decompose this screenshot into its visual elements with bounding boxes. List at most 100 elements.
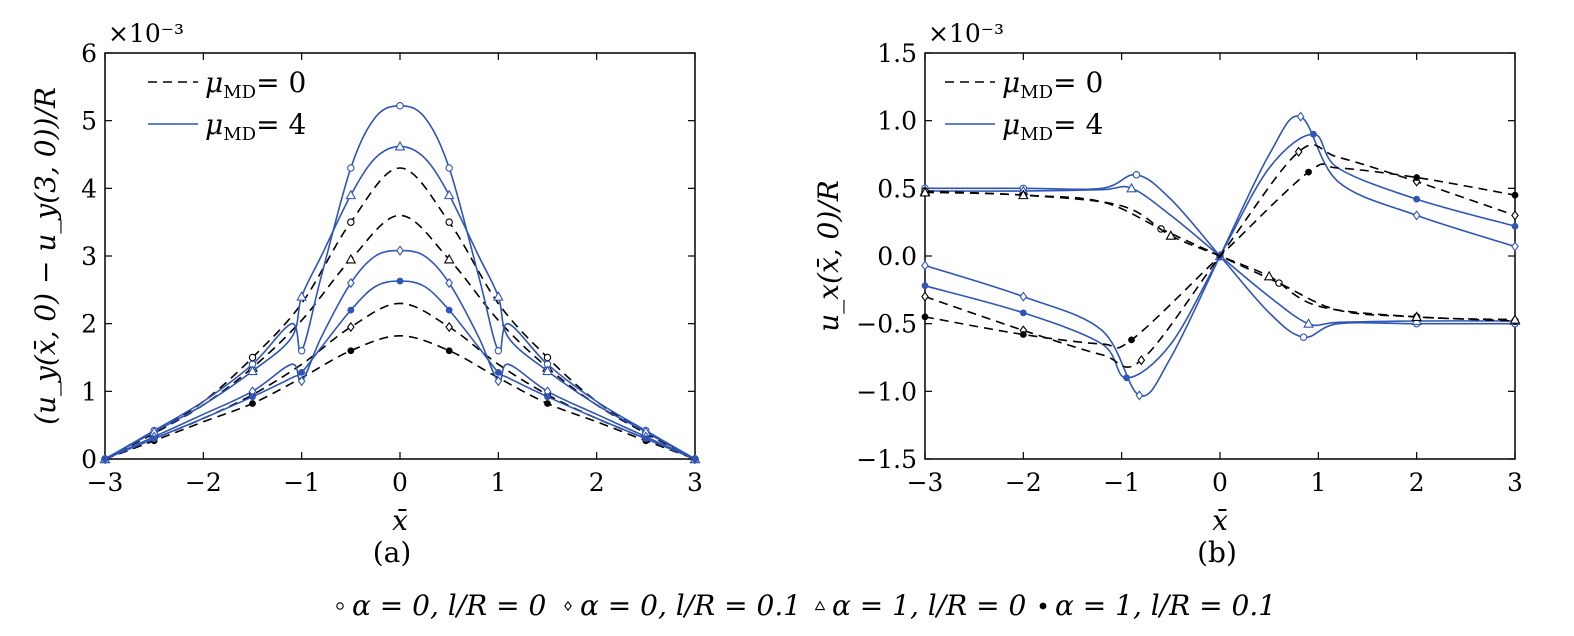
series-point-a-6-9: [396, 245, 404, 256]
series-point-a-0-3: [248, 353, 257, 362]
series-point-a-5-7: [345, 189, 357, 200]
series-point-b-6-5: [1294, 146, 1303, 157]
series-point-b-6-0: [921, 291, 929, 302]
series-point-b-5-1: [1017, 189, 1029, 200]
series-point-b-3-9: [1413, 195, 1421, 203]
marker-legend-diamond-label: α = 0, l/R = 0.1: [580, 589, 801, 622]
series-point-a-3-3: [249, 400, 256, 407]
xtick-label-b-2: −1: [1103, 468, 1140, 497]
xtick-label-a-4: 1: [490, 468, 506, 497]
ytick-label-b-0: −1.5: [856, 445, 917, 474]
series-point-a-7-3: [249, 393, 256, 401]
ytick-label-b-1: −1.0: [856, 377, 917, 406]
series-point-a-7-13: [494, 368, 502, 376]
x-label-a: x̄: [392, 504, 408, 537]
series-point-b-7-8: [1511, 191, 1519, 199]
yticks-a: 0 1 2 3 4 5 6: [81, 39, 695, 474]
panel-a: −3 −2 −1 0 1 2 3 0 1 2 3 4 5 6 ×10⁻³ x̄ (u_y(x̄, 0) …: [29, 19, 703, 569]
legend-b-mu0-symbol: μ: [1002, 66, 1020, 99]
xtick-label-a-0: −3: [87, 468, 124, 497]
series-b: [919, 111, 1521, 401]
xtick-label-a-3: 0: [392, 468, 408, 497]
series-point-b-3-7: [1310, 130, 1317, 138]
legend-b-mu0-value: = 0: [1053, 66, 1103, 99]
marker-legend-circle-symbol: [336, 602, 344, 610]
marker-legend-star: [1039, 602, 1047, 610]
marker-legend-diamond-symbol: [564, 600, 572, 612]
ytick-label-b-6: 1.5: [877, 39, 917, 68]
marker-legend-star-label: α = 1, l/R = 0.1: [1055, 589, 1276, 622]
series-point-b-6-3: [1137, 355, 1146, 366]
marker-legend-triangle: [814, 600, 826, 611]
caption-b: (b): [1197, 536, 1237, 569]
series-point-a-4-9: [396, 102, 404, 110]
series-point-a-1-7: [443, 253, 455, 264]
series-point-b-3-3: [1123, 374, 1130, 382]
marker-legend-diamond: [564, 600, 572, 612]
ytick-label-a-1: 1: [81, 377, 97, 406]
series-point-b-2-3: [1135, 390, 1144, 401]
xticks-b: −3 −2 −1 0 1 2 3: [907, 53, 1523, 497]
series-point-b-5-7: [1411, 311, 1423, 321]
series-point-b-3-10: [1511, 222, 1519, 230]
xtick-label-b-6: 3: [1507, 468, 1523, 497]
xticks-a: −3 −2 −1 0 1 2 3: [87, 53, 703, 497]
series-line-b-7: [924, 163, 1516, 349]
xtick-label-a-1: −2: [185, 468, 222, 497]
legend-a-mu4-sub: MD: [223, 124, 256, 145]
series-point-a-5-15: [542, 365, 553, 376]
xtick-label-b-5: 2: [1409, 468, 1425, 497]
series-point-b-6-8: [1511, 210, 1519, 221]
xtick-label-a-2: −1: [283, 468, 320, 497]
series-point-a-6-7: [346, 277, 355, 289]
ytick-label-a-5: 5: [81, 107, 97, 136]
ytick-label-a-3: 3: [81, 242, 97, 271]
series-point-a-7-9: [396, 277, 404, 285]
legend-b-mu0-sub: MD: [1020, 82, 1053, 103]
series-point-b-3-1: [1019, 309, 1027, 317]
legend-b: μMD= 0 μMD= 4: [945, 66, 1103, 145]
legend-a-mu4-symbol: μ: [205, 108, 223, 141]
series-point-b-0-7: [1299, 333, 1308, 341]
legend-a-mu0-sub: MD: [223, 82, 256, 103]
plot-frame-a: [104, 52, 696, 460]
series-point-a-7-0: [101, 455, 109, 463]
series-point-a-0-5: [347, 218, 355, 226]
series-point-b-2-1: [1019, 291, 1028, 302]
xtick-label-a-6: 3: [687, 468, 703, 497]
ytick-label-a-6: 6: [81, 39, 97, 68]
series-point-b-1-7: [1303, 318, 1314, 328]
series-point-b-2-9: [1412, 210, 1421, 221]
xtick-label-b-1: −2: [1005, 468, 1042, 497]
marker-legend-triangle-label: α = 1, l/R = 0: [832, 589, 1026, 622]
series-point-a-7-1: [150, 435, 158, 443]
marker-legend-star-symbol: [1039, 602, 1047, 610]
series-point-b-7-5: [1305, 168, 1312, 176]
series-point-b-4-5: [1275, 279, 1283, 287]
series-point-a-4-13: [494, 346, 503, 355]
series-point-a-3-7: [445, 347, 453, 355]
legend-a-mu0-symbol: μ: [205, 66, 223, 99]
series-point-a-7-15: [544, 393, 551, 401]
ytick-label-b-2: −0.5: [856, 310, 917, 339]
series-point-a-5-3: [247, 365, 258, 376]
legend-a-mu0: μMD= 0: [205, 66, 306, 103]
series-point-b-2-10: [1511, 241, 1519, 252]
xtick-label-b-3: 0: [1212, 468, 1228, 497]
marker-legend-circle: [336, 602, 344, 610]
series-point-a-4-7: [347, 164, 355, 172]
series-a: [99, 102, 701, 465]
legend-a-mu0-value: = 0: [256, 66, 306, 99]
xtick-label-b-0: −3: [907, 468, 944, 497]
legend-b-mu4-value: = 4: [1053, 108, 1103, 141]
series-point-a-6-5: [297, 376, 306, 387]
series-line-a-3: [104, 334, 696, 460]
series-point-a-7-7: [347, 306, 355, 314]
series-point-a-2-5: [346, 321, 355, 333]
series-point-a-6-13: [494, 376, 503, 387]
panel-b: −3 −2 −1 0 1 2 3 −1.5 −1.0 −0.5 0.0 0.5 1.0 1.5 ×10⁻…: [812, 19, 1523, 569]
series-point-b-5-0: [919, 186, 931, 197]
series-point-b-7-7: [1413, 174, 1421, 181]
series-point-b-0-3: [1132, 171, 1141, 179]
